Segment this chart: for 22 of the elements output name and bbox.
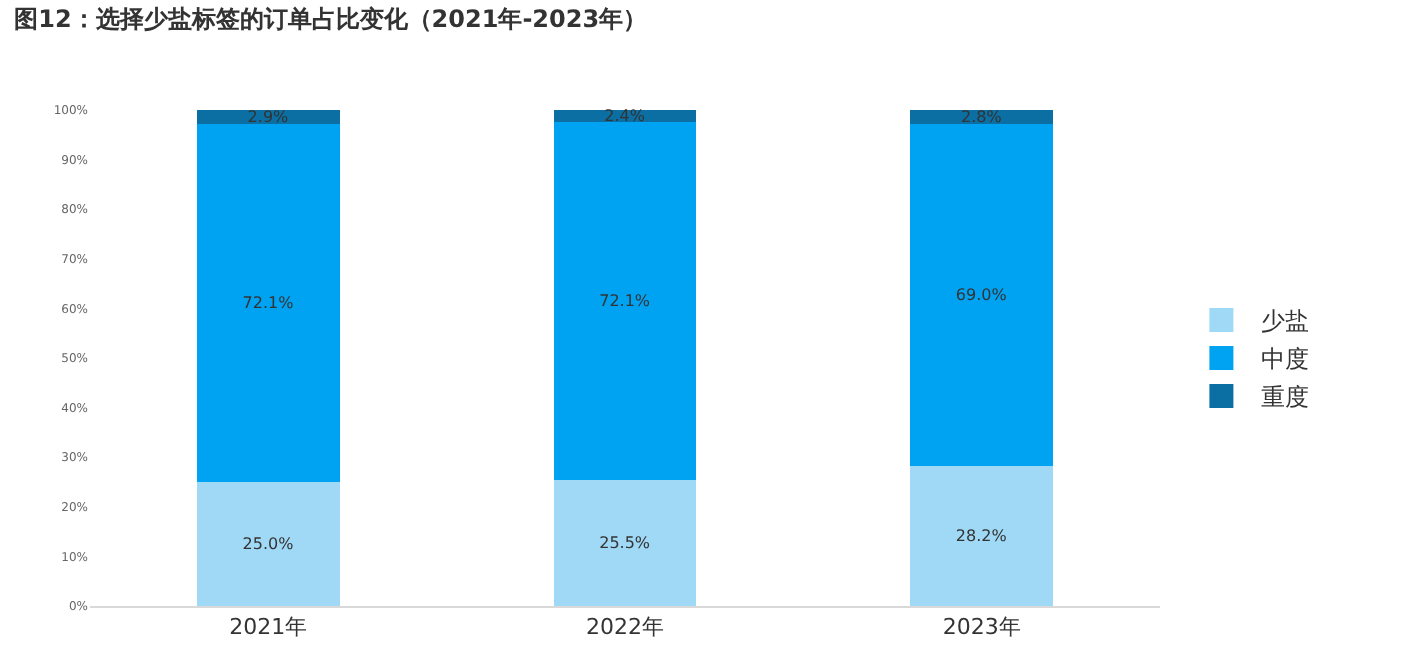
legend-label: 重度 [1261,383,1310,412]
x-tick-label: 2022年 [586,614,664,641]
data-label: 72.1% [242,294,295,313]
data-label: 25.5% [599,533,651,552]
data-label: 2.8% [960,107,1003,126]
legend-label: 中度 [1261,345,1310,374]
legend-label: 少盐 [1261,307,1310,336]
data-label: 69.0% [955,286,1008,304]
x-tick-label: 2023年 [942,614,1021,641]
data-label: 28.2% [955,527,1008,546]
data-label: 72.1% [599,291,651,310]
bar [197,482,340,606]
data-label: 25.0% [242,535,295,553]
bar [553,121,697,480]
bar [910,123,1053,467]
chart-title: 图12：选择少盐标签的订单占比变化（2021年-2023年） [14,4,648,33]
x-tick-label: 2021年 [229,614,308,641]
bar [910,466,1053,606]
data-label: 2.4% [604,106,646,125]
data-label: 2.9% [247,108,290,127]
bar [553,479,697,606]
bar [197,124,340,482]
